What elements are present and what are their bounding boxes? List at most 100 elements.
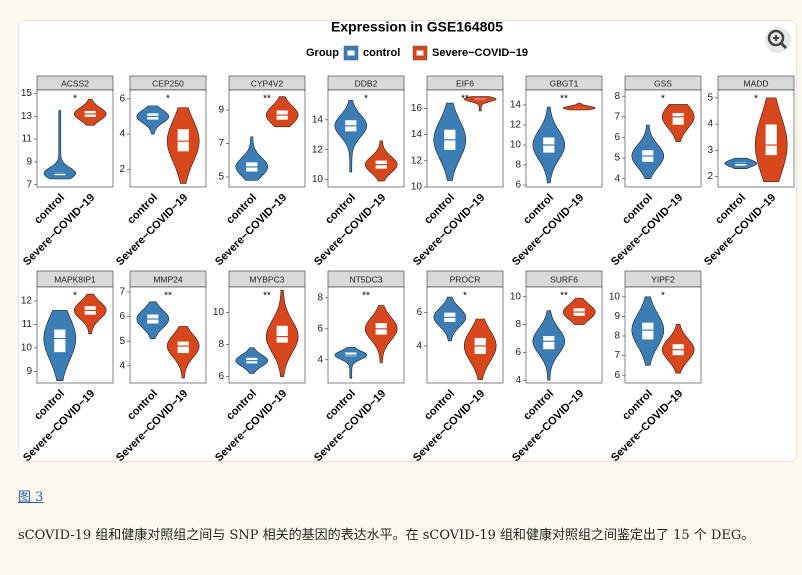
panel-title: PROCR	[450, 274, 481, 284]
panel-title: NT5DC3	[349, 274, 382, 284]
y-tick-label: 4	[416, 341, 422, 352]
y-tick-label: 13	[21, 111, 33, 122]
box	[176, 340, 190, 354]
y-tick-label: 10	[312, 174, 324, 185]
y-tick-label: 4	[119, 129, 125, 140]
box	[764, 123, 778, 156]
violin	[562, 102, 596, 111]
significance: *	[73, 94, 77, 105]
legend-title: Group	[306, 47, 339, 59]
y-tick-label: 7	[614, 350, 620, 361]
y-tick-label: 6	[614, 132, 620, 143]
y-tick-label: 9	[218, 105, 224, 116]
y-tick-label: 10	[609, 291, 621, 302]
legend-label: control	[363, 47, 400, 59]
y-tick-label: 12	[510, 120, 522, 131]
y-tick-label: 8	[218, 339, 224, 350]
y-tick-label: 6	[218, 371, 224, 382]
y-tick-label: 4	[614, 173, 620, 184]
y-tick-label: 6	[416, 307, 422, 318]
y-tick-label: 8	[614, 331, 620, 342]
box	[542, 335, 556, 351]
significance: **	[263, 291, 271, 302]
y-tick-label: 7	[218, 138, 224, 149]
significance: *	[73, 291, 77, 302]
violin	[463, 96, 497, 112]
y-tick-label: 4	[119, 360, 125, 371]
y-tick-label: 4	[707, 119, 713, 130]
significance: **	[263, 94, 271, 105]
panel-title: GBGT1	[550, 78, 579, 88]
y-tick-label: 7	[614, 111, 620, 122]
y-tick-label: 5	[119, 336, 125, 347]
significance: **	[560, 94, 568, 105]
y-tick-label: 12	[411, 155, 423, 166]
panel-title: YIPF2	[651, 274, 675, 284]
y-tick-label: 3	[707, 145, 713, 156]
panel-title: GSS	[654, 78, 672, 88]
panel-title: EIF6	[456, 78, 474, 88]
y-tick-label: 8	[317, 292, 323, 303]
y-tick-label: 4	[317, 354, 323, 365]
box	[53, 328, 67, 353]
y-tick-label: 5	[707, 93, 713, 104]
significance: **	[164, 291, 172, 302]
y-tick-label: 16	[411, 103, 423, 114]
significance: *	[463, 291, 467, 302]
panel-title: DDB2	[355, 78, 378, 88]
y-tick-label: 7	[119, 287, 125, 298]
panel-title: CEP250	[152, 78, 184, 88]
legend-label: Severe−COVID−19	[432, 47, 528, 59]
significance: *	[661, 94, 665, 105]
y-tick-label: 12	[21, 296, 33, 307]
significance: **	[461, 94, 469, 105]
figure-link[interactable]: 图 3	[18, 490, 44, 505]
violin	[334, 347, 367, 379]
box	[275, 324, 289, 344]
panel-title: MYBPC3	[250, 274, 285, 284]
legend-key-box	[346, 49, 356, 57]
figure: Expression in GSE164805 Group control Seve…	[18, 20, 797, 463]
panel-title: MAPK8IP1	[54, 274, 96, 284]
y-tick-label: 14	[312, 114, 324, 125]
significance: *	[364, 94, 368, 105]
y-tick-label: 15	[21, 88, 33, 99]
y-tick-label: 14	[510, 100, 522, 111]
significance: **	[362, 291, 370, 302]
panel-title: ACSS2	[61, 78, 89, 88]
y-tick-label: 12	[312, 144, 324, 155]
y-tick-label: 2	[119, 164, 125, 175]
y-tick-label: 9	[26, 366, 32, 377]
chart-title: Expression in GSE164805	[331, 20, 503, 35]
y-tick-label: 6	[614, 370, 620, 381]
y-tick-label: 8	[614, 91, 620, 102]
y-tick-label: 6	[317, 323, 323, 334]
y-tick-label: 2	[707, 171, 713, 182]
y-tick-label: 14	[411, 129, 423, 140]
panel-title: CYP4V2	[251, 78, 284, 88]
caption: sCOVID-19 组和健康对照组之间与 SNP 相关的基因的表达水平。在 sC…	[18, 528, 755, 543]
y-tick-label: 11	[22, 134, 33, 145]
y-tick-label: 9	[614, 311, 620, 322]
significance: *	[166, 94, 170, 105]
y-tick-label: 6	[119, 93, 125, 104]
y-tick-label: 6	[515, 180, 521, 191]
box	[671, 112, 685, 126]
y-tick-label: 6	[515, 347, 521, 358]
panel-title: MADD	[743, 78, 768, 88]
significance: **	[560, 291, 568, 302]
y-tick-label: 10	[510, 291, 522, 302]
violin	[43, 110, 76, 180]
y-tick-label: 10	[411, 182, 423, 193]
y-tick-label: 7	[26, 179, 32, 190]
box	[176, 128, 190, 153]
y-tick-label: 8	[515, 160, 521, 171]
box	[344, 351, 358, 358]
legend-key-box	[415, 49, 425, 57]
y-tick-label: 5	[614, 153, 620, 164]
y-tick-label: 6	[119, 311, 125, 322]
zoom-icon[interactable]	[765, 27, 791, 53]
panel-title: SURF6	[550, 274, 578, 284]
y-tick-label: 10	[213, 307, 225, 318]
